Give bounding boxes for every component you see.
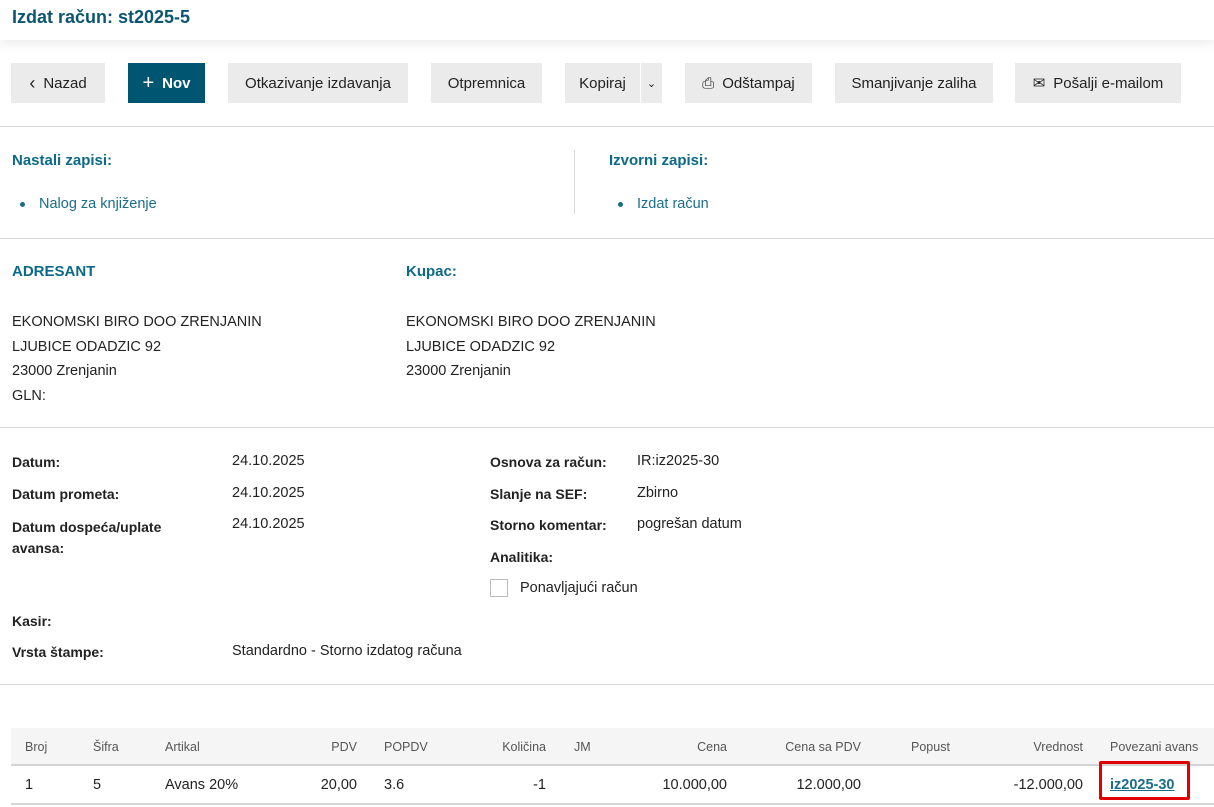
print-type-label: Vrsta štampe:: [12, 644, 104, 660]
new-label: Nov: [162, 74, 191, 92]
buyer-address: EKONOMSKI BIRO DOO ZRENJANIN LJUBICE ODAD…: [406, 310, 656, 384]
col-header: PDV: [331, 740, 357, 754]
sef-label: Slanje na SEF:: [490, 486, 588, 502]
cell-pdv: 20,00: [320, 777, 357, 793]
print-label: Odštampaj: [722, 74, 795, 92]
invoice-basis-value: IR:iz2025-30: [637, 453, 720, 469]
print-button[interactable]: ⎙ Odštampaj: [685, 63, 812, 103]
cell-kolicina: -1: [533, 777, 546, 793]
reduce-stock-button[interactable]: Smanjivanje zaliha: [835, 63, 993, 103]
divider: [0, 238, 1214, 239]
divider: [574, 150, 575, 214]
sef-value: Zbirno: [637, 485, 679, 501]
col-header: Količina: [502, 740, 546, 754]
cell-cena: 10.000,00: [662, 777, 727, 793]
col-header: Broj: [25, 740, 48, 754]
linked-advance-link[interactable]: iz2025-30: [1110, 777, 1175, 793]
divider: [0, 427, 1214, 428]
due-date-label: Datum dospeća/uplate avansa:: [12, 519, 162, 556]
recurring-invoice-label[interactable]: Ponavljajući račun: [520, 580, 638, 596]
cashier-label: Kasir:: [12, 613, 52, 629]
sender-line: EKONOMSKI BIRO DOO ZRENJANIN: [12, 314, 262, 330]
col-header: Cena sa PDV: [785, 740, 861, 754]
turnover-date-label: Datum prometa:: [12, 486, 120, 502]
cell-popdv: 3.6: [384, 777, 405, 793]
plus-icon: +: [142, 71, 155, 94]
col-header: Šifra: [93, 740, 119, 754]
recurring-invoice-checkbox[interactable]: [490, 579, 508, 597]
envelope-icon: ✉: [1032, 75, 1046, 92]
buyer-line: EKONOMSKI BIRO DOO ZRENJANIN: [406, 314, 656, 330]
send-email-button[interactable]: ✉ Pošalji e-mailom: [1015, 63, 1181, 103]
new-button[interactable]: + Nov: [128, 63, 205, 103]
cell-broj: 1: [25, 777, 34, 793]
cell-sifra: 5: [93, 777, 102, 793]
email-label: Pošalji e-mailom: [1053, 74, 1164, 92]
divider: [0, 126, 1214, 127]
table-header: [11, 728, 1214, 766]
analytics-label: Analitika:: [490, 549, 554, 565]
col-header: JM: [574, 740, 591, 754]
table-row-border: [11, 803, 1214, 805]
date-value: 24.10.2025: [232, 453, 305, 469]
sender-heading: ADRESANT: [12, 263, 96, 280]
source-record-link[interactable]: Izdat račun: [637, 196, 709, 212]
created-record-item[interactable]: Nalog za knjiženje: [20, 196, 157, 212]
storno-comment-label: Storno komentar:: [490, 517, 607, 533]
chevron-left-icon: ‹: [29, 72, 36, 93]
col-header: Cena: [697, 740, 727, 754]
sender-line: 23000 Zrenjanin: [12, 363, 117, 379]
col-header: Artikal: [165, 740, 200, 754]
print-type-value: Standardno - Storno izdatog računa: [232, 643, 462, 659]
page-title: Izdat račun: st2025-5: [12, 7, 191, 27]
highlight-box: [1099, 761, 1190, 800]
created-record-link[interactable]: Nalog za knjiženje: [39, 196, 157, 212]
divider: [0, 684, 1214, 685]
printer-icon: ⎙: [702, 74, 715, 92]
back-button[interactable]: ‹ Nazad: [11, 63, 105, 103]
cancel-issue-button[interactable]: Otkazivanje izdavanja: [228, 63, 408, 103]
date-label: Datum:: [12, 454, 61, 470]
cell-vrednost: -12.000,00: [1013, 777, 1083, 793]
copy-dropdown-chevron-icon[interactable]: ⌄: [641, 63, 662, 103]
created-records-heading: Nastali zapisi:: [12, 152, 113, 169]
col-header: POPDV: [384, 740, 428, 754]
source-records-heading: Izvorni zapisi:: [609, 152, 709, 169]
sender-line: LJUBICE ODADZIC 92: [12, 338, 162, 355]
buyer-heading: Kupac:: [406, 263, 457, 280]
cell-artikal: Avans 20%: [165, 777, 239, 793]
turnover-date-value: 24.10.2025: [232, 485, 305, 501]
col-header: Popust: [911, 740, 950, 754]
due-date-value: 24.10.2025: [232, 516, 305, 532]
buyer-line: LJUBICE ODADZIC 92: [406, 338, 556, 355]
invoice-basis-label: Osnova za račun:: [490, 454, 607, 470]
page-header: [0, 0, 1214, 40]
buyer-line: 23000 Zrenjanin: [406, 363, 511, 379]
storno-comment-value: pogrešan datum: [637, 516, 742, 532]
copy-button[interactable]: Kopiraj: [565, 63, 640, 103]
col-header: Vrednost: [1033, 740, 1083, 754]
sender-line: GLN:: [12, 387, 46, 404]
source-record-item[interactable]: Izdat račun: [618, 196, 709, 212]
sender-address: EKONOMSKI BIRO DOO ZRENJANIN LJUBICE ODAD…: [12, 310, 262, 408]
col-header: Povezani avans: [1110, 740, 1199, 754]
cell-cena-sa-pdv: 12.000,00: [796, 777, 861, 793]
delivery-note-button[interactable]: Otpremnica: [431, 63, 542, 103]
back-label: Nazad: [43, 74, 87, 92]
